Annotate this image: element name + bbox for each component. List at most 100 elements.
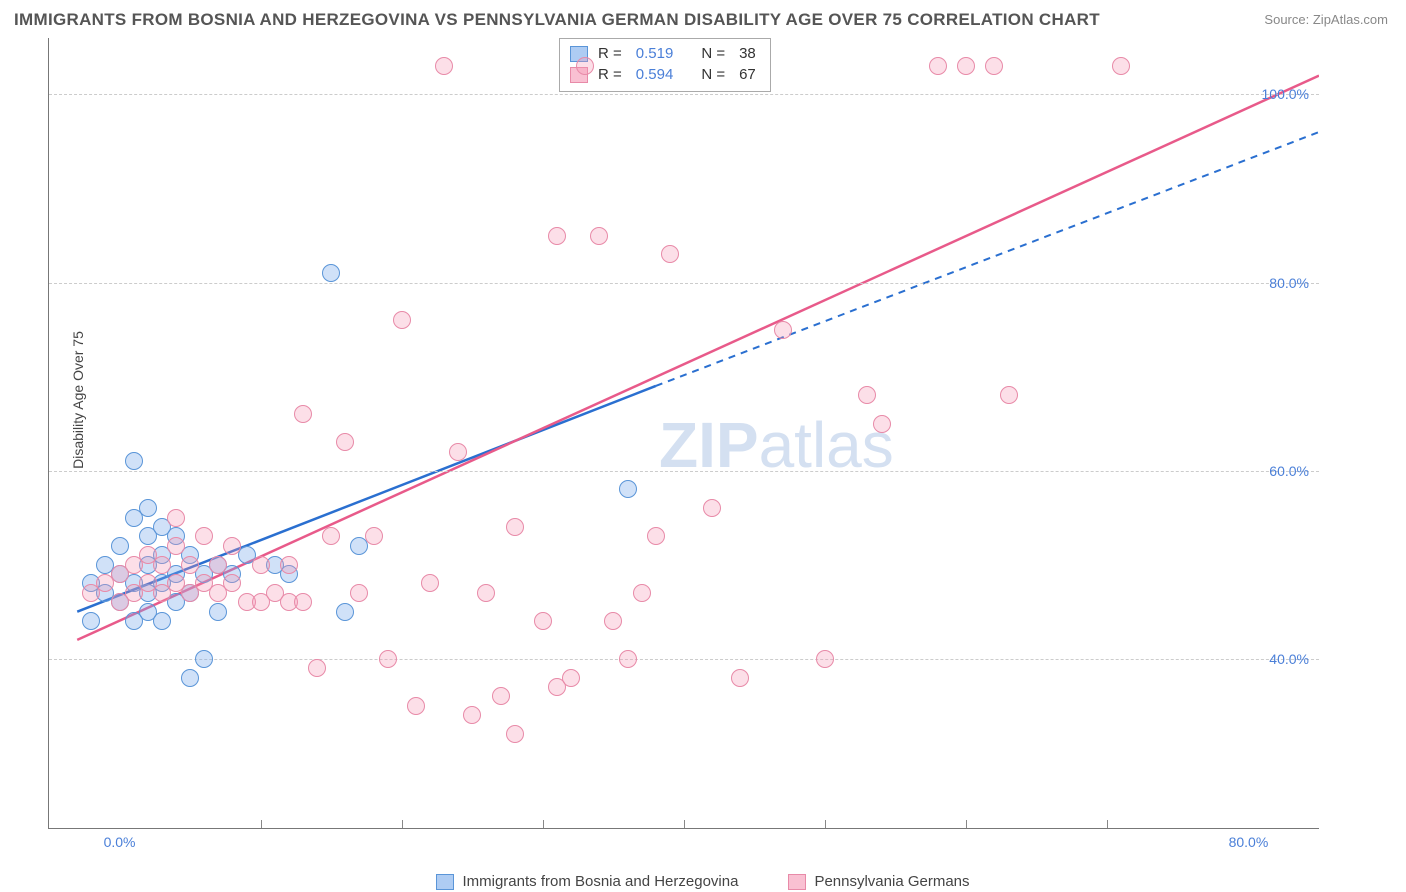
data-point-pink <box>379 650 397 668</box>
gridline-horizontal <box>49 283 1319 284</box>
data-point-pink <box>365 527 383 545</box>
data-point-pink <box>703 499 721 517</box>
data-point-pink <box>647 527 665 545</box>
data-point-pink <box>576 57 594 75</box>
data-point-pink <box>407 697 425 715</box>
x-tick-mark <box>684 820 685 828</box>
data-point-pink <box>421 574 439 592</box>
gridline-horizontal <box>49 94 1319 95</box>
data-point-blue <box>139 499 157 517</box>
data-point-pink <box>167 537 185 555</box>
legend-swatch-blue <box>436 874 454 890</box>
data-point-pink <box>929 57 947 75</box>
data-point-pink <box>167 509 185 527</box>
y-tick-label: 40.0% <box>1269 651 1309 667</box>
data-point-pink <box>506 518 524 536</box>
x-tick-mark <box>966 820 967 828</box>
y-tick-label: 60.0% <box>1269 463 1309 479</box>
data-point-pink <box>1112 57 1130 75</box>
legend-label: Pennsylvania Germans <box>814 873 969 890</box>
n-value: 67 <box>739 66 756 83</box>
data-point-pink <box>308 659 326 677</box>
gridline-horizontal <box>49 471 1319 472</box>
legend-label: Immigrants from Bosnia and Herzegovina <box>462 873 738 890</box>
legend-item: Pennsylvania Germans <box>788 873 969 890</box>
x-tick-mark <box>543 820 544 828</box>
data-point-pink <box>816 650 834 668</box>
data-point-pink <box>492 687 510 705</box>
data-point-pink <box>477 584 495 602</box>
plot-area: ZIPatlas R =0.519N =38R =0.594N =67 40.0… <box>48 38 1319 829</box>
data-point-blue <box>336 603 354 621</box>
data-point-pink <box>350 584 368 602</box>
data-point-pink <box>633 584 651 602</box>
data-point-blue <box>195 650 213 668</box>
n-label: N = <box>701 66 725 83</box>
data-point-pink <box>223 537 241 555</box>
data-point-pink <box>294 405 312 423</box>
data-point-pink <box>195 527 213 545</box>
data-point-pink <box>858 386 876 404</box>
data-point-blue <box>181 669 199 687</box>
source-name: ZipAtlas.com <box>1313 12 1388 27</box>
r-label: R = <box>598 66 622 83</box>
data-point-pink <box>534 612 552 630</box>
data-point-pink <box>731 669 749 687</box>
r-value: 0.594 <box>636 66 674 83</box>
data-point-pink <box>336 433 354 451</box>
data-point-blue <box>322 264 340 282</box>
data-point-pink <box>209 556 227 574</box>
legend: Immigrants from Bosnia and Herzegovina Pe… <box>0 873 1406 890</box>
data-point-pink <box>562 669 580 687</box>
data-point-blue <box>82 612 100 630</box>
data-point-blue <box>209 603 227 621</box>
stats-row: R = 0.519 N = 38 <box>570 43 756 64</box>
data-point-pink <box>985 57 1003 75</box>
data-point-blue <box>619 480 637 498</box>
data-point-pink <box>322 527 340 545</box>
x-tick-mark <box>402 820 403 828</box>
x-tick-mark <box>261 820 262 828</box>
data-point-pink <box>252 556 270 574</box>
data-point-pink <box>223 574 241 592</box>
data-point-pink <box>463 706 481 724</box>
data-point-blue <box>125 452 143 470</box>
data-point-pink <box>957 57 975 75</box>
source-label: Source: <box>1264 12 1309 27</box>
y-tick-label: 80.0% <box>1269 275 1309 291</box>
x-tick-label: 80.0% <box>1229 834 1269 850</box>
data-point-pink <box>619 650 637 668</box>
n-value: 38 <box>739 45 756 62</box>
chart-title: IMMIGRANTS FROM BOSNIA AND HERZEGOVINA V… <box>14 10 1100 30</box>
data-point-blue <box>153 612 171 630</box>
legend-swatch-pink <box>788 874 806 890</box>
stats-row: R = 0.594 N = 67 <box>570 64 756 85</box>
x-tick-label: 0.0% <box>104 834 136 850</box>
data-point-pink <box>280 556 298 574</box>
x-tick-mark <box>1107 820 1108 828</box>
data-point-pink <box>181 556 199 574</box>
trend-lines <box>49 38 1319 828</box>
data-point-pink <box>604 612 622 630</box>
data-point-pink <box>548 227 566 245</box>
r-label: R = <box>598 45 622 62</box>
x-tick-mark <box>825 820 826 828</box>
r-value: 0.519 <box>636 45 674 62</box>
data-point-pink <box>590 227 608 245</box>
data-point-pink <box>449 443 467 461</box>
data-point-pink <box>506 725 524 743</box>
data-point-pink <box>873 415 891 433</box>
data-point-pink <box>294 593 312 611</box>
source-attribution: Source: ZipAtlas.com <box>1264 12 1388 27</box>
data-point-pink <box>661 245 679 263</box>
data-point-pink <box>435 57 453 75</box>
y-tick-label: 100.0% <box>1262 86 1309 102</box>
data-point-pink <box>774 321 792 339</box>
gridline-horizontal <box>49 659 1319 660</box>
data-point-pink <box>1000 386 1018 404</box>
data-point-pink <box>153 556 171 574</box>
data-point-blue <box>111 537 129 555</box>
legend-item: Immigrants from Bosnia and Herzegovina <box>436 873 738 890</box>
data-point-pink <box>393 311 411 329</box>
n-label: N = <box>701 45 725 62</box>
